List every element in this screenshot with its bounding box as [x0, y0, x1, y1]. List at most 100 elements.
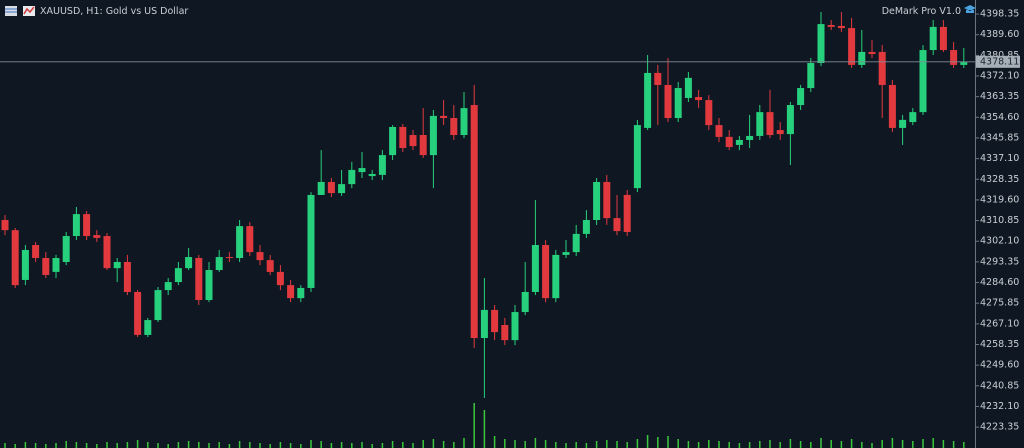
y-tick-label: 4275.85 [980, 298, 1019, 309]
candle-body [776, 130, 784, 135]
candle-body [174, 268, 182, 283]
candle-body [919, 50, 927, 113]
menu-icon [5, 6, 17, 16]
candle-body [746, 135, 754, 140]
candle-body [480, 309, 488, 339]
candle-body [256, 252, 264, 261]
candle-body [511, 312, 519, 341]
y-tick-label: 4249.60 [980, 360, 1019, 371]
candle-body [807, 63, 815, 89]
y-tick-label: 4258.35 [980, 339, 1019, 350]
candle-body [766, 112, 774, 136]
candle-body [623, 194, 631, 233]
candle-body [287, 285, 295, 299]
candle-body [52, 257, 60, 272]
candle-body [440, 115, 448, 119]
candle-body [705, 100, 713, 126]
y-tick-label: 4232.10 [980, 401, 1019, 412]
candle-body [236, 226, 244, 258]
candle-body [654, 72, 662, 85]
candle-body [521, 291, 529, 313]
candle-body [429, 115, 437, 156]
candle-body [868, 51, 876, 55]
y-tick-label: 4310.85 [980, 215, 1019, 226]
y-tick-label: 4372.10 [980, 71, 1019, 82]
candle-body [603, 181, 611, 219]
candle-body [276, 271, 284, 286]
candle-body [501, 325, 509, 341]
candle-body [562, 252, 570, 255]
candle-body [205, 270, 213, 301]
chart-title: XAUUSD, H1: Gold vs US Dollar [40, 6, 188, 17]
candle-body [827, 25, 835, 27]
candle-body [939, 26, 947, 51]
candle-body [83, 214, 91, 237]
candle-body [307, 194, 315, 288]
candle-body [664, 84, 672, 119]
candle-body [399, 126, 407, 148]
candle-body [460, 108, 468, 136]
candle-body [185, 257, 193, 269]
candle-body [144, 320, 152, 335]
candle-body [552, 254, 560, 299]
y-tick-label: 4363.35 [980, 91, 1019, 102]
candle-body [103, 236, 111, 269]
y-tick-label: 4380.85 [980, 50, 1019, 61]
y-tick-label: 4319.60 [980, 194, 1019, 205]
candle-body [378, 155, 386, 175]
candle-body [21, 249, 29, 280]
candles [1, 12, 968, 448]
candle-body [419, 135, 427, 156]
candle-body [195, 257, 203, 301]
y-tick-label: 4337.10 [980, 153, 1019, 164]
candle-body [674, 88, 682, 119]
candle-body [572, 233, 580, 253]
candle-body [715, 125, 723, 137]
candle-body [837, 25, 845, 29]
y-tick-label: 4240.85 [980, 380, 1019, 391]
candle-body [735, 139, 743, 145]
candle-body [786, 105, 794, 135]
y-tick-label: 4267.10 [980, 318, 1019, 329]
candle-body [123, 262, 131, 292]
candle-body [32, 245, 40, 258]
candle-body [899, 119, 907, 128]
candle-body [593, 181, 601, 220]
candle-body [317, 181, 325, 195]
candle-body [450, 118, 458, 136]
candle-body [297, 287, 305, 299]
candle-body [327, 181, 335, 194]
toolbar-icons [5, 6, 35, 16]
candle-body [633, 125, 641, 189]
y-tick-label: 4345.85 [980, 132, 1019, 143]
y-tick-label: 4389.60 [980, 29, 1019, 40]
y-tick-label: 4302.10 [980, 236, 1019, 247]
candle-body [72, 214, 80, 237]
candle-body [878, 51, 886, 85]
candle-body [725, 136, 733, 148]
indicator-icon [964, 5, 976, 13]
candle-body [358, 168, 366, 173]
candle-body [491, 309, 499, 333]
candle-body [246, 226, 254, 253]
y-tick-label: 4328.35 [980, 174, 1019, 185]
candle-body [266, 260, 274, 272]
candle-body [1, 219, 9, 231]
candle-body [154, 290, 162, 321]
candle-body [11, 230, 19, 286]
candle-body [695, 97, 703, 101]
candle-body [797, 88, 805, 106]
y-tick-label: 4293.35 [980, 256, 1019, 267]
candle-body [389, 126, 397, 156]
y-tick-label: 4354.60 [980, 112, 1019, 123]
indicator-name: DeMark Pro V1.0 [882, 6, 961, 17]
candle-body [531, 245, 539, 292]
candle-body [470, 105, 478, 339]
chart-icon-line [23, 6, 35, 15]
candle-body [950, 50, 958, 65]
candle-body [756, 112, 764, 136]
candle-body [113, 262, 121, 269]
candle-body [542, 245, 550, 299]
